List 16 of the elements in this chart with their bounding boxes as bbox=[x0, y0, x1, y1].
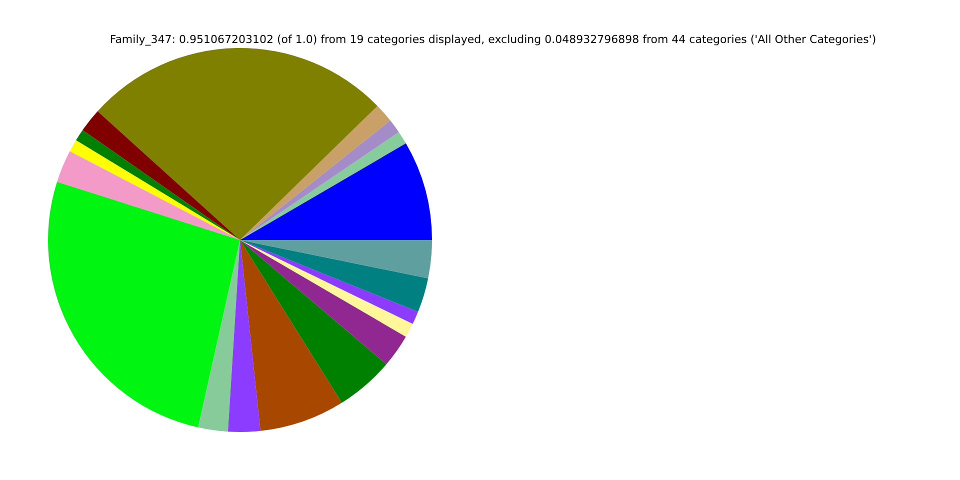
pie-slice bbox=[240, 240, 428, 312]
pie-slice bbox=[240, 240, 406, 364]
pie-slice bbox=[240, 240, 342, 431]
pie-slice bbox=[198, 240, 240, 432]
pie-slice bbox=[240, 106, 390, 240]
pie-slice bbox=[98, 48, 378, 240]
pie-slice bbox=[57, 151, 240, 240]
pie-slice bbox=[240, 143, 432, 240]
pie-slice bbox=[82, 111, 240, 240]
pie-slice bbox=[48, 182, 240, 428]
pie-slice bbox=[228, 240, 260, 432]
pie-slice bbox=[240, 240, 413, 337]
pie-slice bbox=[240, 240, 418, 324]
pie-slice bbox=[240, 240, 386, 403]
pie-slice bbox=[240, 240, 432, 278]
text: Family_347: 0.951067203102 (of 1.0) from 19 categories displayed, excluding 0.048932796898 from 44 categories ('All Other Categories') bbox=[110, 33, 876, 46]
